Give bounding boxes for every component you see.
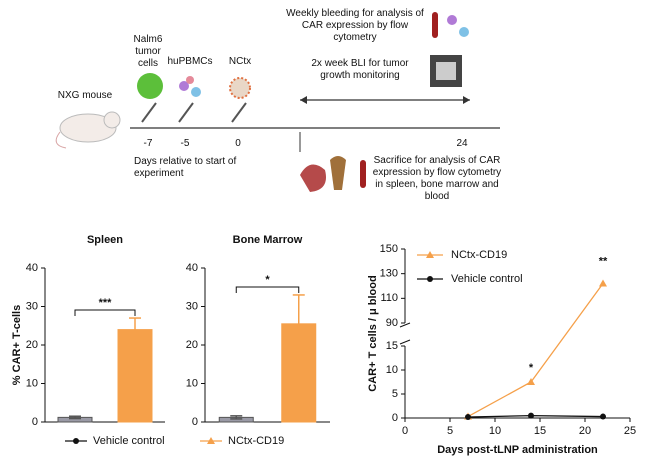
y-tick-label: 20 [26,339,38,351]
axis-break [399,322,411,345]
injection-label: huPBMCs [167,56,213,67]
point [528,412,534,419]
day-label: -7 [143,138,153,149]
y-tick-label: 40 [26,262,38,274]
pbmc-icon [179,81,189,91]
x-tick-label: 5 [447,425,453,437]
x-axis-label: Days post-tLNP administration [437,444,598,456]
y-tick-label: 20 [186,339,198,351]
significance-label: *** [99,297,113,309]
y-tick-label: 5 [392,388,398,400]
monitoring-label: Weekly bleeding for analysis of CAR expr… [286,8,424,43]
x-tick-label: 15 [534,425,546,437]
y-tick-label: 30 [186,300,198,312]
legend-label: NCtx-CD19 [451,249,507,261]
spleen-icon [300,164,326,192]
significance-label: * [265,274,270,286]
tube-icon [360,160,366,188]
point [599,279,607,287]
x-tick-label: 20 [579,425,591,437]
series-line [467,283,604,418]
pbmc-icon [186,76,194,84]
chart-title: Spleen [87,234,123,246]
cell-icon [459,27,469,37]
significance-bracket [235,286,300,293]
syringe [141,102,157,123]
point [527,378,535,385]
y-tick-label: 0 [32,416,38,428]
legend-marker [426,251,434,258]
y-tick-label: 10 [26,377,38,389]
y-tick-label: 150 [380,243,398,255]
y-tick-label: 15 [386,340,398,352]
mouse-icon [59,113,117,143]
chart-title: Bone Marrow [233,234,303,246]
significance-bracket [74,309,136,317]
syringe [178,102,194,123]
x-tick-label: 0 [402,425,408,437]
legend-label: NCtx-CD19 [228,435,284,447]
bli-window [436,62,456,80]
monitoring-label: 2x week BLI for tumor growth monitoring [311,58,409,81]
nctx-icon [229,77,251,99]
legend-marker [73,438,79,444]
y-tick-label: 10 [186,377,198,389]
significance-label: ** [599,255,608,267]
day-label: -5 [180,138,190,149]
mouse-head [103,111,121,129]
y-axis-label: CAR+ T cells / μ blood [367,275,379,391]
endpoint-label: Sacrifice for analysis of CAR expression… [372,155,502,202]
point [600,413,606,420]
y-tick-label: 0 [192,416,198,428]
y-axis-label: % CAR+ T-cells [11,305,23,385]
day-label: 24 [456,138,468,149]
bar [117,329,153,423]
legend-label: Vehicle control [451,273,523,285]
host-label: NXG mouse [57,90,113,101]
pbmc-icon [191,87,201,97]
x-tick-label: 25 [624,425,636,437]
mouse-tail [55,131,67,149]
day-label: 0 [235,138,241,149]
point [465,414,471,421]
series-line [467,414,604,418]
syringe [231,102,247,123]
tumor-cell-icon [137,73,163,99]
legend-marker [207,437,215,444]
y-tick-label: 30 [26,300,38,312]
y-tick-label: 110 [380,292,398,304]
tube-icon [432,12,438,38]
cell-icon [447,15,457,25]
injection-label: NCtx [228,56,252,67]
significance-label: * [529,362,534,374]
legend-marker [427,276,433,282]
x-tick-label: 10 [489,425,501,437]
injection-label: Nalm6 tumor cells [133,34,163,69]
axis-label: Days relative to start of experiment [134,156,237,179]
y-tick-label: 130 [380,268,398,280]
y-tick-label: 90 [386,317,398,329]
y-tick-label: 10 [386,364,398,376]
y-tick-label: 0 [392,412,398,424]
y-tick-label: 40 [186,262,198,274]
legend-label: Vehicle control [93,435,165,447]
bone-icon [330,156,346,190]
